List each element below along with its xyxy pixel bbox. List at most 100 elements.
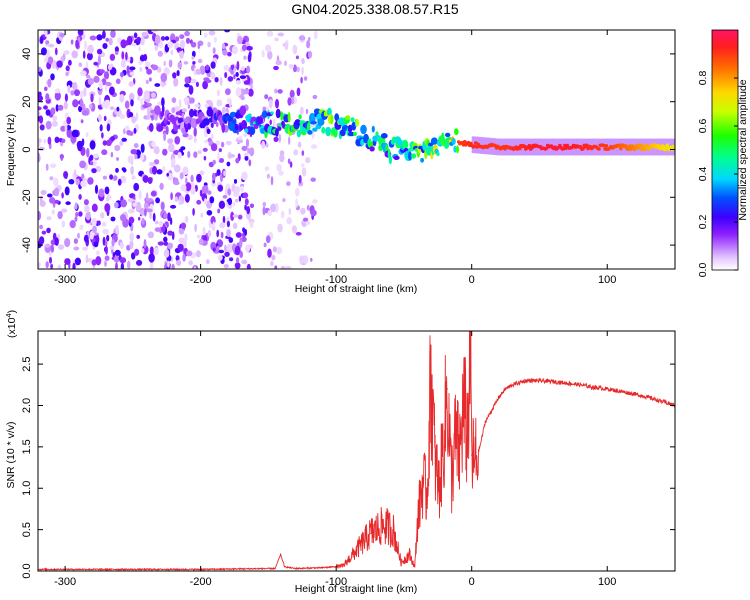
noise-blob <box>151 165 158 175</box>
noise-blob <box>98 114 102 122</box>
noise-blob <box>212 159 216 165</box>
noise-blob <box>187 134 193 141</box>
noise-blob <box>109 174 114 180</box>
snr-data-point <box>473 462 475 464</box>
ridge-blob <box>229 111 237 118</box>
ridge-blob <box>393 155 400 160</box>
noise-blob <box>38 95 43 102</box>
snr-data-point <box>633 393 635 395</box>
noise-blob <box>49 256 52 264</box>
noise-blob <box>196 199 202 205</box>
noise-blob <box>210 143 218 152</box>
noise-blob <box>93 75 100 83</box>
noise-blob <box>218 249 225 254</box>
noise-blob <box>229 257 234 262</box>
noise-blob <box>181 112 185 118</box>
noise-blob <box>280 210 285 219</box>
noise-blob <box>140 36 145 46</box>
noise-blob <box>75 178 80 186</box>
ridge-blob <box>330 114 334 125</box>
noise-blob <box>242 88 250 95</box>
noise-blob <box>122 168 127 173</box>
noise-blob <box>38 152 41 162</box>
noise-blob <box>117 178 122 186</box>
noise-blob <box>233 179 238 184</box>
noise-blob <box>103 71 110 80</box>
noise-blob <box>38 106 42 111</box>
noise-blob <box>277 89 283 94</box>
noise-blob <box>206 79 212 83</box>
noise-blob <box>83 199 89 206</box>
noise-blob <box>44 30 48 38</box>
noise-blob <box>232 222 238 230</box>
snr-data-point <box>511 384 513 386</box>
noise-blob <box>139 66 143 72</box>
ridge-blob <box>333 129 338 138</box>
noise-blob <box>89 103 93 110</box>
noise-blob <box>70 39 74 45</box>
noise-blob <box>154 227 161 232</box>
ridge-blob <box>188 108 195 118</box>
y-tick-label: -40 <box>21 237 33 253</box>
noise-blob <box>125 51 128 61</box>
ridge-blob <box>206 128 211 135</box>
noise-blob <box>234 262 241 269</box>
noise-blob <box>76 140 84 149</box>
noise-blob <box>310 177 316 182</box>
ridge-blob <box>420 157 425 163</box>
noise-blob <box>182 253 186 262</box>
noise-blob <box>51 209 55 215</box>
ridge-blob <box>309 112 316 124</box>
ridge-blob <box>355 119 360 127</box>
noise-blob <box>235 232 242 238</box>
ridge-blob <box>147 111 151 120</box>
noise-blob <box>278 133 282 143</box>
snr-panel: -300 -200 -100 0 100 0.0 0.5 1.0 1.5 2.0 2.5 Heig… <box>4 310 676 595</box>
noise-blob <box>60 153 63 161</box>
noise-blob <box>185 182 192 192</box>
snr-series-group <box>38 331 675 571</box>
noise-blob <box>156 169 163 175</box>
noise-blob <box>54 187 60 197</box>
noise-blob <box>151 64 159 71</box>
noise-blob <box>219 222 226 229</box>
noise-blob <box>160 36 166 41</box>
noise-blob <box>178 200 182 205</box>
ridge-blob <box>256 116 264 125</box>
ridge-halo <box>603 138 607 156</box>
noise-blob <box>207 190 212 195</box>
noise-blob <box>102 228 109 235</box>
noise-blob <box>218 158 225 163</box>
noise-blob <box>57 104 64 111</box>
colorbar-label: Normalized spectral amplitude <box>737 79 749 220</box>
noise-blob <box>172 72 177 79</box>
noise-blob <box>246 65 251 74</box>
ridge-blob <box>397 139 403 146</box>
noise-blob <box>101 101 106 109</box>
noise-blob <box>128 92 135 102</box>
noise-blob <box>64 258 71 265</box>
noise-blob <box>272 118 276 128</box>
noise-blob <box>216 229 220 238</box>
ridge-blob <box>401 139 409 150</box>
noise-blob <box>97 220 101 226</box>
noise-blob <box>284 265 292 269</box>
ridge-blob <box>619 146 623 151</box>
noise-blob <box>89 35 97 41</box>
noise-blob <box>146 208 153 213</box>
colorbar-gradient <box>711 29 739 271</box>
noise-blob <box>129 71 135 76</box>
noise-blob <box>138 216 141 221</box>
noise-blob <box>121 59 126 68</box>
noise-blob <box>267 50 273 60</box>
noise-blob <box>190 41 197 48</box>
noise-blob <box>266 173 271 179</box>
ridge-blob <box>275 108 281 119</box>
noise-blob <box>270 176 274 186</box>
noise-blob <box>181 108 187 113</box>
noise-blob <box>110 216 116 222</box>
noise-blob <box>301 167 307 177</box>
noise-blob <box>177 61 183 69</box>
noise-blob <box>173 164 181 173</box>
ridge-blob <box>177 117 184 124</box>
